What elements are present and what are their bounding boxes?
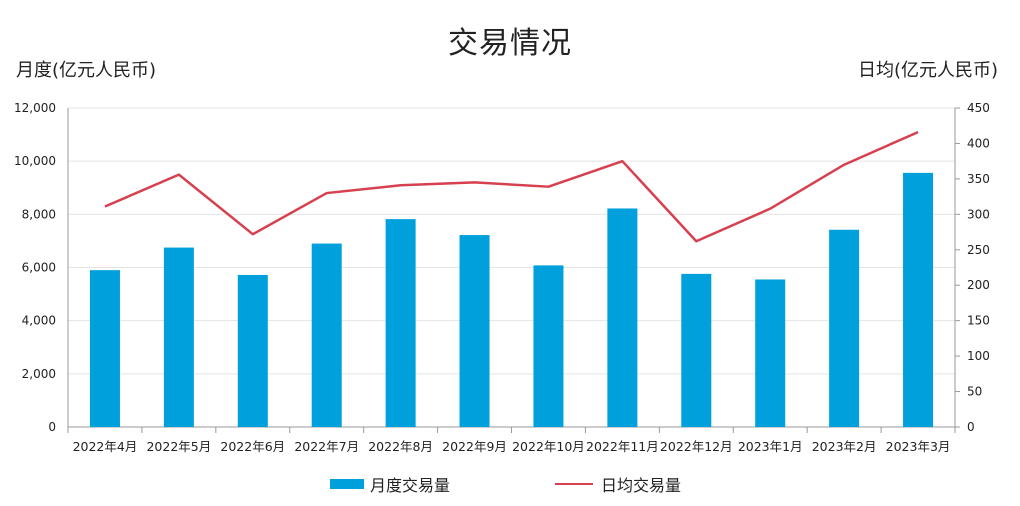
bar [829,229,860,427]
y-tick-label: 8,000 [22,207,56,221]
y2-tick-label: 200 [967,278,990,292]
x-tick-label: 2022年8月 [368,439,433,454]
x-tick-label: 2022年12月 [660,439,733,454]
y2-axis-label: 日均(亿元人民币) [857,60,998,81]
y2-tick-label: 450 [967,101,990,115]
legend-item-line: 日均交易量 [555,472,681,496]
y2-tick-label: 150 [967,314,990,328]
bar [311,243,342,427]
x-tick-label: 2022年7月 [294,439,359,454]
bar [903,172,934,427]
legend-label-bar: 月度交易量 [370,476,451,495]
bar [89,270,120,427]
bar [533,265,564,427]
x-tick-label: 2022年6月 [220,439,285,454]
legend-label-line: 日均交易量 [601,476,682,495]
y2-tick-label: 250 [967,243,990,257]
y-tick-label: 6,000 [22,261,56,275]
y2-tick-label: 400 [967,136,990,150]
x-tick-label: 2022年10月 [512,439,585,454]
bar [385,219,416,427]
y-tick-label: 2,000 [22,367,56,381]
y-tick-label: 0 [48,420,56,434]
x-tick-label: 2023年1月 [738,439,803,454]
legend-item-bar: 月度交易量 [330,472,450,496]
series-line [104,130,919,243]
y2-tick-label: 0 [967,420,975,434]
bar [163,247,194,427]
legend-swatch-bar [330,479,364,489]
y-axis-label: 月度(亿元人民币) [16,60,157,81]
bar [237,274,268,427]
y-tick-label: 12,000 [14,101,56,115]
y-tick-label: 10,000 [14,154,56,168]
x-tick-label: 2023年3月 [886,439,951,454]
x-tick-label: 2022年5月 [146,439,211,454]
chart-title: 交易情况 [448,26,572,61]
bar [607,208,638,427]
y2-tick-label: 350 [967,172,990,186]
y2-tick-label: 50 [967,385,982,399]
bar [681,273,712,427]
y2-tick-label: 100 [967,349,990,363]
x-tick-label: 2023年2月 [812,439,877,454]
y-tick-label: 4,000 [22,314,56,328]
bar [755,279,786,427]
legend-swatch-line [555,483,593,485]
x-tick-label: 2022年9月 [442,439,507,454]
chart-plot: 0 2,000 4,000 6,000 8,000 10,000 12,000 0 50 100 1… [14,101,990,454]
y2-tick-label: 300 [967,207,990,221]
x-tick-label: 2022年4月 [73,439,138,454]
bar [459,235,490,427]
x-tick-label: 2022年11月 [586,439,659,454]
